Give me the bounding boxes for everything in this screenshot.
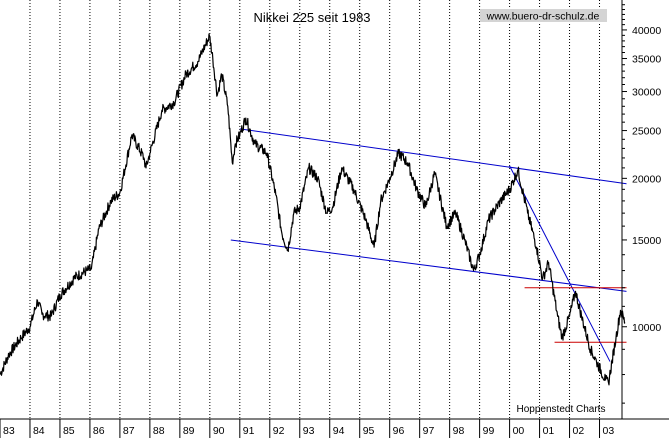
chart-title: Nikkei 225 seit 1983 (253, 10, 370, 25)
x-tick-label: 91 (243, 425, 255, 437)
x-tick-label: 03 (603, 425, 615, 437)
x-tick-label: 92 (273, 425, 285, 437)
y-tick-label: 25000 (632, 126, 661, 138)
x-tick-label: 86 (93, 425, 105, 437)
x-tick-label: 96 (393, 425, 405, 437)
x-tick-label: 93 (303, 425, 315, 437)
x-tick-label: 95 (363, 425, 375, 437)
price-line (0, 33, 626, 386)
x-tick-label: 83 (3, 425, 15, 437)
x-tick-label: 97 (423, 425, 435, 437)
x-tick-label: 98 (453, 425, 465, 437)
watermark: www.buero-dr-schulz.de (486, 11, 600, 23)
y-tick-label: 10000 (632, 322, 661, 334)
x-tick-label: 85 (63, 425, 75, 437)
x-tick-label: 87 (123, 425, 135, 437)
y-tick-label: 30000 (632, 87, 661, 99)
grid (29, 0, 601, 419)
x-tick-label: 88 (153, 425, 165, 437)
watermark-bg (480, 9, 607, 22)
source-label: Hoppenstedt Charts (517, 404, 606, 415)
x-tick-label: 90 (213, 425, 225, 437)
trend-line (239, 128, 627, 185)
x-tick-label: 84 (33, 425, 45, 437)
x-tick-label: 02 (573, 425, 585, 437)
annotations (230, 128, 627, 362)
x-tick-label: 01 (543, 425, 555, 437)
x-tick-label: 89 (183, 425, 195, 437)
y-tick-label: 35000 (632, 54, 661, 66)
x-tick-label: 99 (483, 425, 495, 437)
trend-line (509, 165, 611, 362)
x-tick-label: 94 (333, 425, 345, 437)
plot-area (0, 0, 622, 419)
y-tick-label: 40000 (632, 25, 661, 37)
y-tick-label: 20000 (632, 173, 661, 185)
trend-line (230, 239, 627, 292)
y-tick-label: 15000 (632, 235, 661, 247)
y-ticks: 10000 15000 20000 25000 30000 35000 40000 (622, 4, 661, 404)
x-tick-label: 00 (513, 425, 525, 437)
x-ticks: 83 84 85 86 87 88 89 90 91 92 93 94 95 96 97 98 99 00 01 02… (0, 419, 614, 438)
